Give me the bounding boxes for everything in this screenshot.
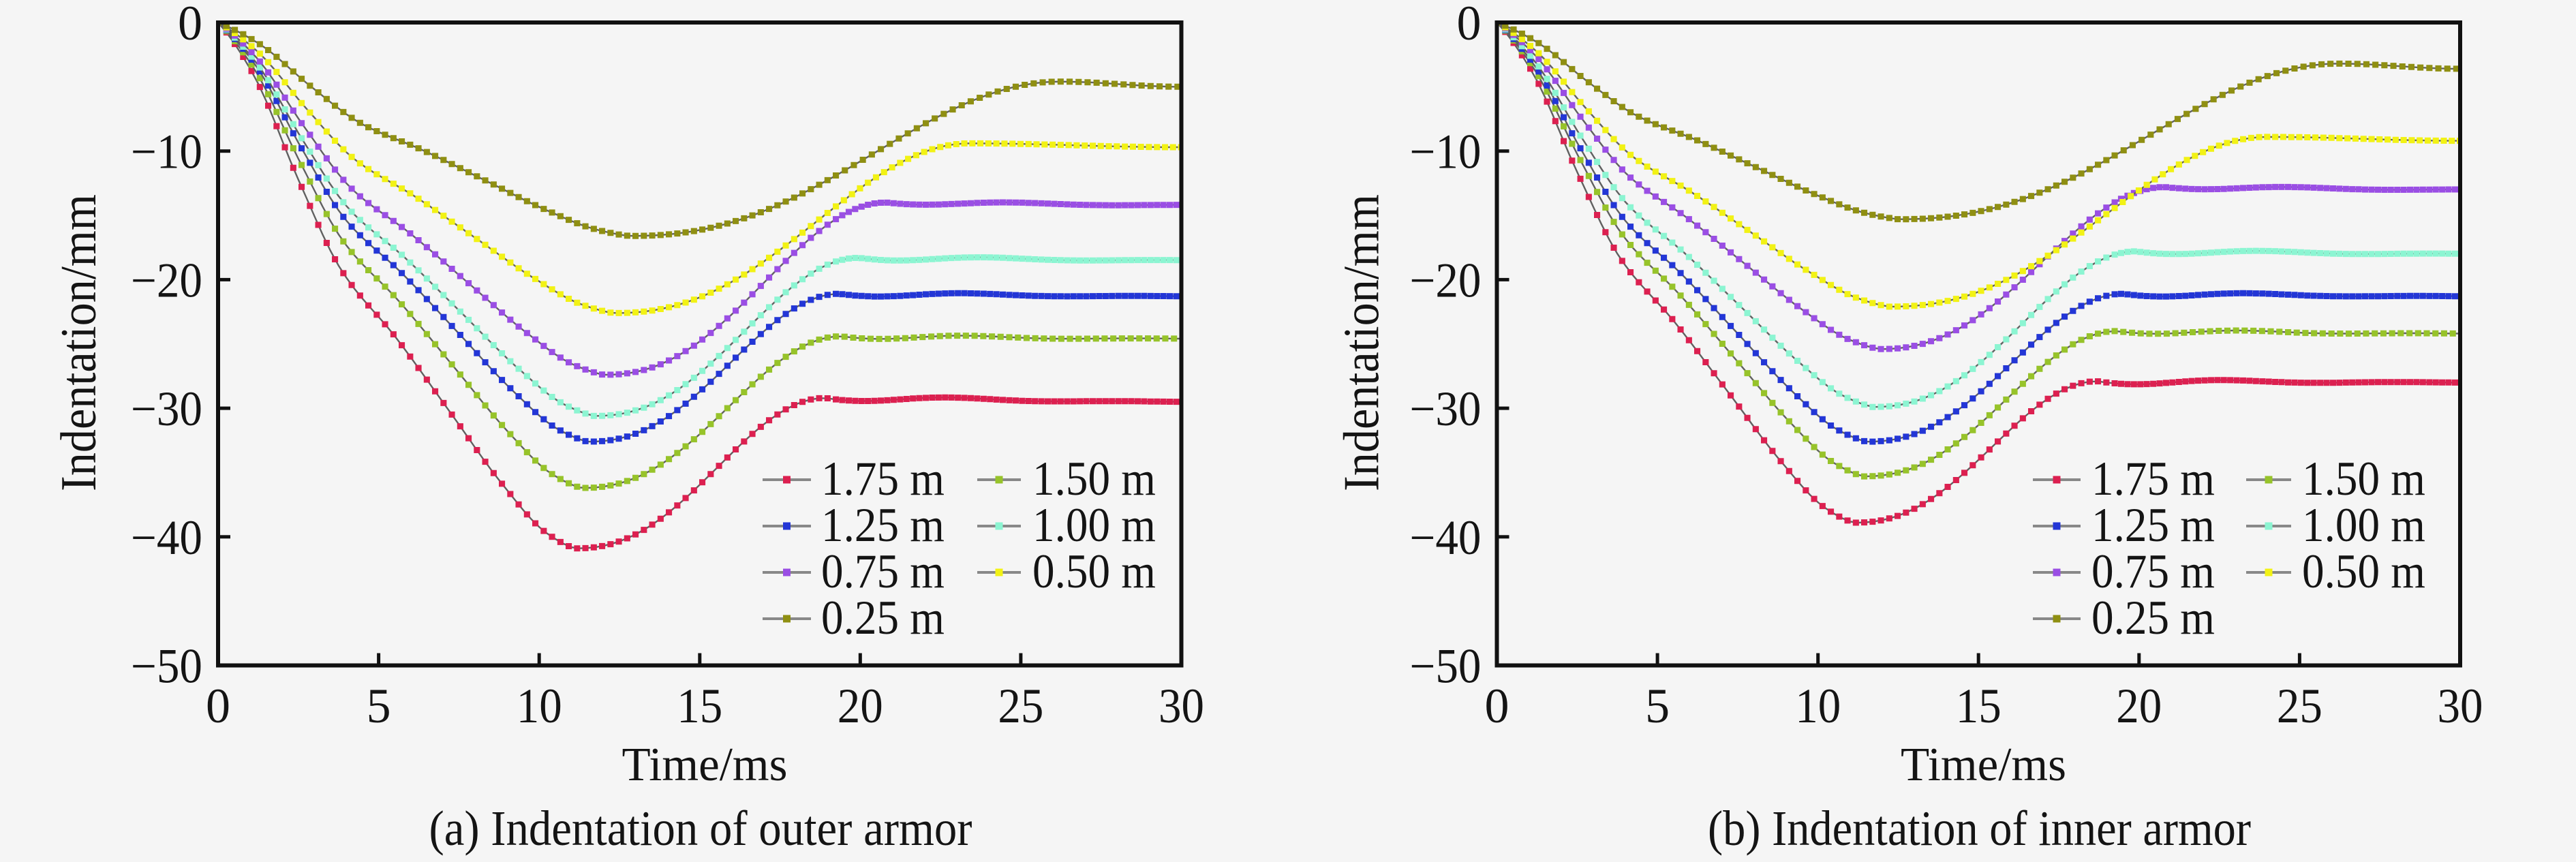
svg-text:30: 30: [2438, 679, 2483, 733]
svg-text:0.50 m: 0.50 m: [2302, 545, 2425, 598]
svg-text:0: 0: [178, 0, 202, 50]
svg-text:0: 0: [206, 679, 230, 733]
svg-text:25: 25: [2277, 679, 2322, 733]
svg-text:1.25 m: 1.25 m: [821, 499, 945, 552]
svg-text:−40: −40: [1410, 510, 1482, 565]
svg-text:0: 0: [1485, 679, 1509, 733]
svg-text:15: 15: [677, 679, 722, 733]
svg-text:20: 20: [838, 679, 883, 733]
svg-text:−20: −20: [1410, 253, 1482, 307]
svg-text:25: 25: [998, 679, 1043, 733]
svg-text:(a) Indentation of outer armor: (a) Indentation of outer armor: [429, 801, 972, 856]
svg-text:1.75 m: 1.75 m: [2091, 452, 2215, 506]
svg-text:20: 20: [2116, 679, 2162, 733]
svg-text:−30: −30: [1410, 382, 1482, 436]
svg-text:15: 15: [1956, 679, 2002, 733]
svg-text:1.50 m: 1.50 m: [2302, 452, 2425, 506]
svg-text:−50: −50: [1410, 639, 1482, 694]
svg-text:1.50 m: 1.50 m: [1032, 452, 1156, 506]
svg-text:−50: −50: [131, 639, 202, 694]
svg-text:Indentation/mm: Indentation/mm: [1334, 194, 1390, 491]
svg-text:0.75 m: 0.75 m: [821, 545, 945, 598]
svg-text:−20: −20: [131, 253, 202, 307]
svg-text:−30: −30: [131, 382, 202, 436]
svg-text:0.50 m: 0.50 m: [1032, 545, 1156, 598]
svg-text:−10: −10: [131, 125, 202, 179]
svg-text:0.75 m: 0.75 m: [2091, 545, 2215, 598]
svg-text:0: 0: [1457, 0, 1482, 50]
svg-text:Time/ms: Time/ms: [622, 739, 788, 791]
svg-text:1.00 m: 1.00 m: [1032, 499, 1156, 552]
svg-text:(b) Indentation of inner armor: (b) Indentation of inner armor: [1708, 801, 2251, 856]
svg-text:Time/ms: Time/ms: [1901, 739, 2066, 791]
svg-text:1.25 m: 1.25 m: [2091, 499, 2215, 552]
svg-text:−40: −40: [131, 510, 202, 565]
svg-text:10: 10: [517, 679, 562, 733]
svg-text:1.00 m: 1.00 m: [2302, 499, 2425, 552]
svg-text:0.25 m: 0.25 m: [2091, 591, 2215, 645]
svg-text:10: 10: [1795, 679, 1841, 733]
svg-text:−10: −10: [1410, 125, 1482, 179]
svg-text:Indentation/mm: Indentation/mm: [51, 194, 107, 491]
svg-text:0.25 m: 0.25 m: [821, 591, 945, 645]
svg-text:1.75 m: 1.75 m: [821, 452, 945, 506]
svg-text:5: 5: [1645, 679, 1670, 733]
svg-text:5: 5: [367, 679, 391, 733]
svg-text:30: 30: [1159, 679, 1204, 733]
